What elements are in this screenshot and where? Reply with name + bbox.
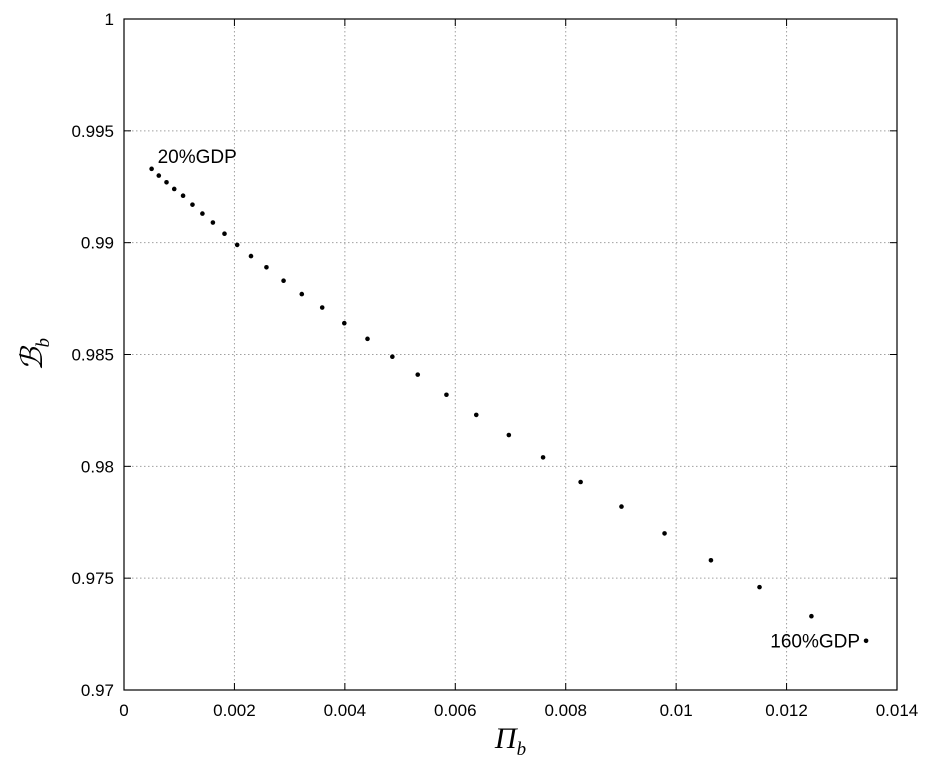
data-point	[415, 372, 421, 377]
data-point	[365, 336, 370, 342]
data-point	[319, 305, 325, 310]
y-tick-label: 1	[105, 10, 114, 29]
data-point	[281, 278, 286, 283]
y-tick-label: 0.98	[81, 457, 114, 476]
data-point	[809, 613, 814, 619]
x-tick-label: 0.012	[765, 701, 808, 720]
data-point	[200, 211, 205, 216]
data-point	[578, 479, 583, 485]
data-point	[248, 253, 254, 259]
data-point	[444, 392, 449, 398]
y-tick-label: 0.99	[81, 234, 114, 253]
data-point	[540, 455, 546, 460]
data-point	[473, 412, 479, 418]
data-point	[619, 504, 624, 509]
data-point	[149, 166, 154, 172]
x-tick-label: 0.014	[876, 701, 919, 720]
data-point	[156, 173, 162, 178]
y-tick-label: 0.985	[71, 346, 114, 365]
data-point	[506, 432, 512, 438]
y-axis-label-sub: b	[33, 338, 54, 348]
data-point	[234, 242, 240, 248]
x-axis-label: Πb	[494, 722, 526, 758]
axis-ticks: 0 0.002 0.004 0.006 0.008 0.01 0.012 0.014 0.97 0…	[71, 10, 918, 720]
x-axis-label-main: Π	[494, 722, 519, 755]
data-point	[264, 264, 269, 270]
y-tick-label: 0.97	[81, 681, 114, 700]
data-points	[149, 166, 869, 644]
y-tick-label: 0.995	[71, 122, 114, 141]
data-point	[171, 186, 177, 192]
data-point	[757, 584, 762, 590]
data-point	[164, 179, 169, 185]
data-point	[708, 557, 714, 563]
x-tick-label: 0.006	[434, 701, 477, 720]
x-axis-label-sub: b	[517, 739, 527, 758]
data-point	[222, 231, 227, 237]
data-point	[863, 638, 869, 644]
annotations: 20%GDP 160%GDP	[158, 147, 860, 653]
x-tick-label: 0.01	[660, 701, 693, 720]
annotation-start: 20%GDP	[158, 147, 237, 168]
x-tick-label: 0.002	[213, 701, 256, 720]
data-point	[342, 320, 347, 326]
y-axis-label-main: ℬ	[16, 345, 49, 371]
data-point	[390, 354, 395, 360]
data-point	[299, 291, 305, 297]
y-tick-label: 0.975	[71, 569, 114, 588]
x-tick-label: 0.004	[324, 701, 367, 720]
data-point	[210, 220, 216, 225]
data-point	[190, 202, 195, 207]
grid-lines	[124, 19, 897, 690]
data-point	[662, 531, 667, 536]
data-point	[180, 193, 186, 198]
x-tick-label: 0	[119, 701, 128, 720]
y-axis-label: ℬb	[16, 338, 54, 371]
x-tick-label: 0.008	[544, 701, 587, 720]
annotation-end: 160%GDP	[770, 631, 860, 652]
